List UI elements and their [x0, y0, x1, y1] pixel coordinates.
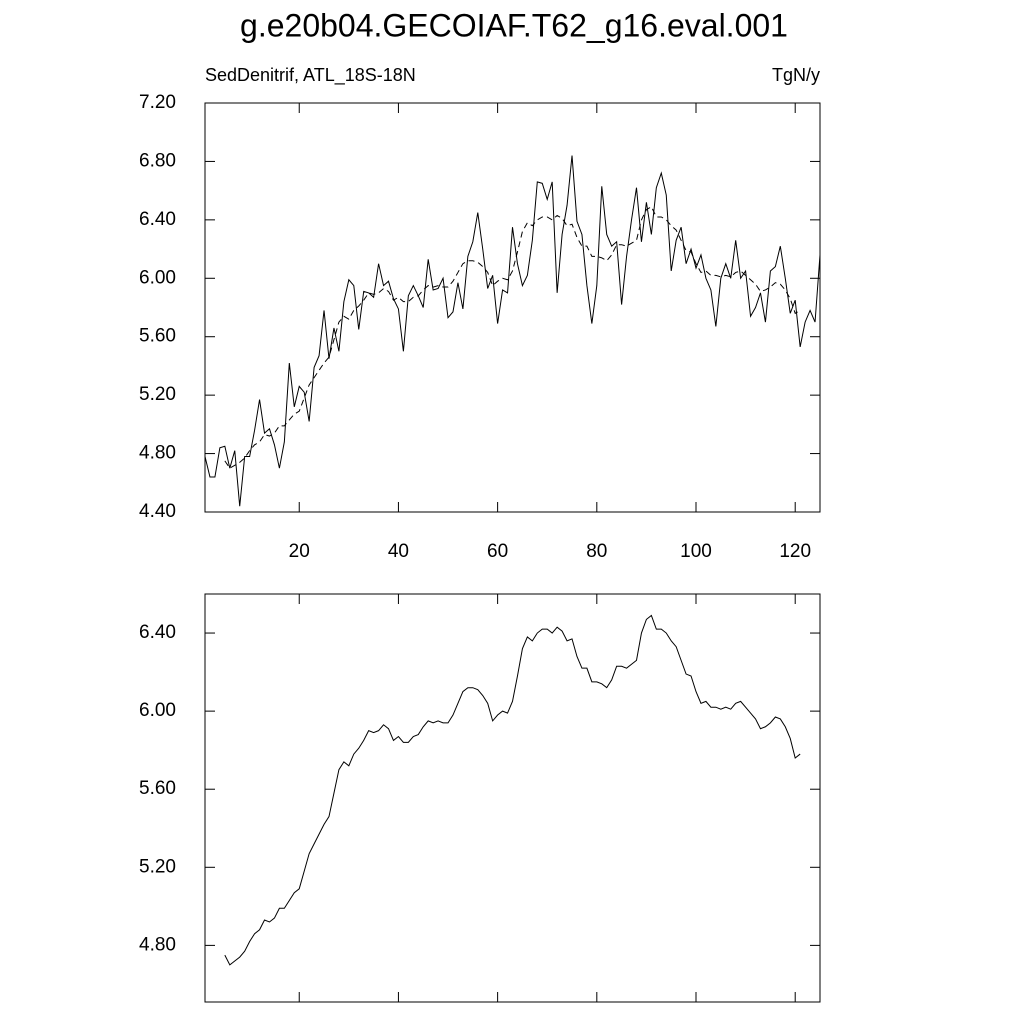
x-tick-label: 80 [586, 541, 607, 562]
x-tick-label: 40 [388, 541, 409, 562]
y-tick-label: 6.80 [139, 150, 176, 171]
y-tick-label: 6.40 [139, 209, 176, 230]
data-line [224, 614, 801, 966]
y-tick-label: 6.00 [139, 267, 176, 288]
x-tick-label: 20 [289, 541, 310, 562]
y-tick-label: 4.80 [139, 443, 176, 464]
y-tick-label: 4.40 [139, 501, 176, 522]
y-tick-label: 5.60 [139, 326, 176, 347]
y-tick-label: 6.40 [139, 622, 176, 643]
subtitle-left: SedDenitrif, ATL_18S-18N [205, 65, 416, 86]
subtitle-right: TgN/y [772, 65, 820, 85]
plot-frame [204, 593, 821, 1003]
x-tick-label: 100 [680, 541, 712, 562]
y-tick-label: 5.20 [139, 384, 176, 405]
y-tick-label: 6.00 [139, 700, 176, 721]
smoothed-line [224, 206, 801, 469]
y-tick-label: 4.80 [139, 934, 176, 955]
chart-title: g.e20b04.GECOIAF.T62_g16.eval.001 [240, 7, 788, 43]
y-tick-label: 5.20 [139, 856, 176, 877]
plot-frame [204, 102, 821, 513]
y-tick-label: 7.20 [139, 92, 176, 113]
x-tick-label: 60 [487, 541, 508, 562]
data-line [204, 155, 821, 507]
y-tick-label: 5.60 [139, 778, 176, 799]
x-tick-label: 120 [779, 541, 811, 562]
